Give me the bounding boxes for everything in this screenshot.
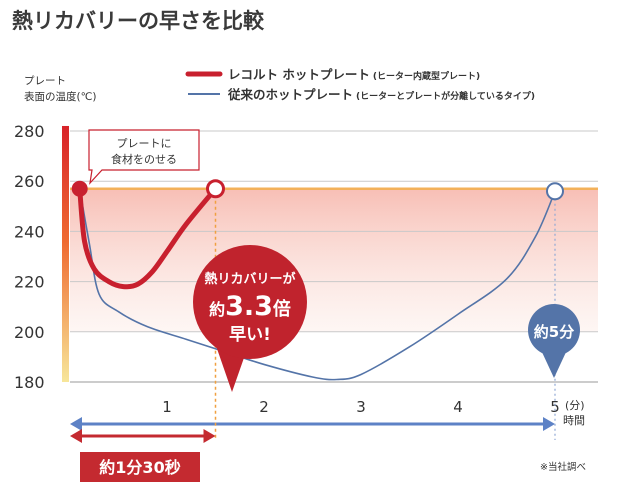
y-tick-label-220: 220 [14,273,45,292]
legend-note-conventional: (ヒーターとプレートが分離しているタイプ) [356,90,535,102]
x-tick-label-5: 5 [550,398,560,416]
bubble-red-circle [193,245,307,359]
y-tick-label-200: 200 [14,323,45,342]
point-recolte-recovered [206,179,225,199]
legend-note-recolte: (ヒーター内蔵型プレート) [373,70,480,82]
callout-text-line1: プレートに [117,137,172,150]
x-tick-label-2: 2 [259,398,269,416]
point-conventional-recovered [546,182,564,201]
x-axis-unit: (分) [565,399,585,412]
bubble-red-suffix: 倍 [273,298,291,320]
callout-box [88,129,200,185]
y-tick-labels: 180 200 220 240 260 280 [14,122,45,392]
duration-indicator [70,429,216,443]
bubble-blue-tail [541,350,567,378]
callout-text-line2: 食材をのせる [111,152,177,166]
y-tick-label-260: 260 [14,172,45,191]
bubble-red-line1: 熱リカバリーが [204,271,295,287]
bubble-recovery-speed: 熱リカバリーが 約3.3倍 早い! [193,245,307,392]
duration-label: 約1分30秒 [99,458,180,477]
duration-arrow-head-left [70,429,82,443]
reference-band-fill [70,188,598,332]
time-arrow-head-left [70,417,82,431]
footnote: ※当社調べ [540,461,586,473]
chart-title: 熱リカバリーの早さを比較 [12,9,265,33]
data-markers [71,179,564,201]
callout-add-food: プレートに 食材をのせる [88,129,200,185]
bubble-red-number: 3.3 [225,291,273,322]
reference-band [70,188,598,332]
x-tick-label-3: 3 [356,398,366,416]
point-recolte-start [71,180,88,197]
bubble-red-prefix: 約 [209,300,225,319]
legend-label-conventional: 従来のホットプレート (ヒーターとプレートが分離しているタイプ) [227,87,535,102]
legend-label-recolte: レコルト ホットプレート (ヒーター内蔵型プレート) [228,67,480,82]
y-axis-label-line1: プレート [24,75,66,87]
bubble-blue-circle [528,304,580,356]
x-tick-label-1: 1 [162,398,172,416]
y-axis-bar [62,125,69,382]
legend-name-recolte: レコルト ホットプレート [228,67,370,82]
x-axis: 1 2 3 4 5 (分) 時間 [70,188,598,440]
series-line-recolte [77,186,218,290]
y-tick-label-280: 280 [14,122,45,141]
y-axis-label-line2: 表面の温度(℃) [24,90,97,103]
legend-name-conventional: 従来のホットプレート [227,87,353,102]
time-arrow-head-right [543,417,555,431]
bubble-blue-text: 約5分 [534,323,574,341]
bubble-conventional-time: 約5分 [528,304,580,378]
duration-arrow-head-right [203,429,216,443]
series-line-conventional [78,188,556,381]
duration-label-box [80,452,200,482]
series-lines [77,186,556,381]
y-tick-label-240: 240 [14,222,45,241]
x-tick-label-4: 4 [453,398,463,416]
x-axis-label: 時間 [563,414,585,427]
y-tick-label-180: 180 [14,373,45,392]
bubble-red-line2: 約3.3倍 [209,291,291,322]
bubble-red-line3: 早い! [229,325,271,345]
